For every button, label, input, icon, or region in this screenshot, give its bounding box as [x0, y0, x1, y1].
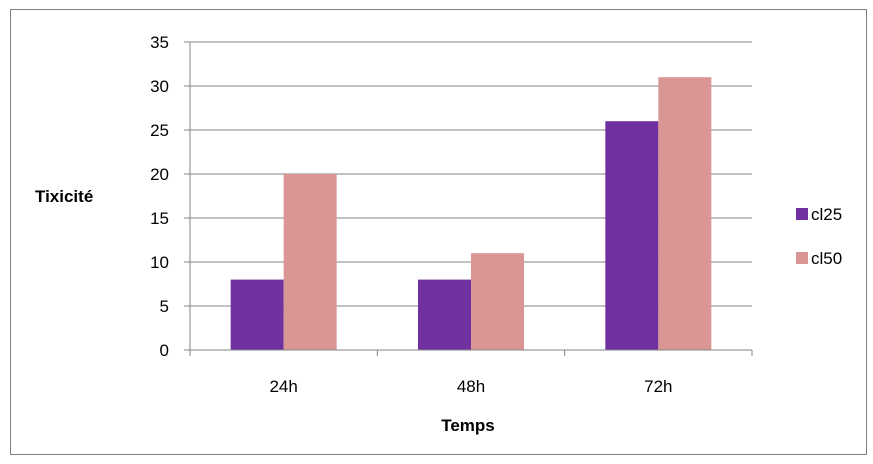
x-axis-title: Temps [441, 416, 495, 435]
y-tick-label-20: 20 [150, 165, 169, 184]
x-tick-label-72h: 72h [644, 377, 672, 396]
bars [231, 77, 712, 350]
bar-cl50-24h [284, 174, 337, 350]
y-tick-label-15: 15 [150, 209, 169, 228]
bar-cl50-72h [658, 77, 711, 350]
bar-cl25-48h [418, 280, 471, 350]
bar-cl50-48h [471, 253, 524, 350]
y-tick-label-35: 35 [150, 33, 169, 52]
x-tick-label-48h: 48h [457, 377, 485, 396]
x-tick-label-24h: 24h [269, 377, 297, 396]
bar-cl25-24h [231, 280, 284, 350]
y-tick-label-25: 25 [150, 121, 169, 140]
legend-label-cl25: cl25 [811, 205, 842, 224]
bar-cl25-72h [605, 121, 658, 350]
y-tick-label-30: 30 [150, 77, 169, 96]
y-tick-labels: 0 5 10 15 20 25 30 35 [150, 33, 169, 360]
legend-label-cl50: cl50 [811, 249, 842, 268]
y-tick-label-10: 10 [150, 253, 169, 272]
legend: cl25 cl50 [796, 205, 842, 268]
y-axis-title: Tixicité [35, 187, 93, 206]
legend-swatch-cl25 [796, 208, 808, 220]
y-tick-label-5: 5 [160, 297, 169, 316]
x-tick-labels: 24h 48h 72h [269, 377, 672, 396]
y-tick-label-0: 0 [160, 341, 169, 360]
legend-swatch-cl50 [796, 252, 808, 264]
